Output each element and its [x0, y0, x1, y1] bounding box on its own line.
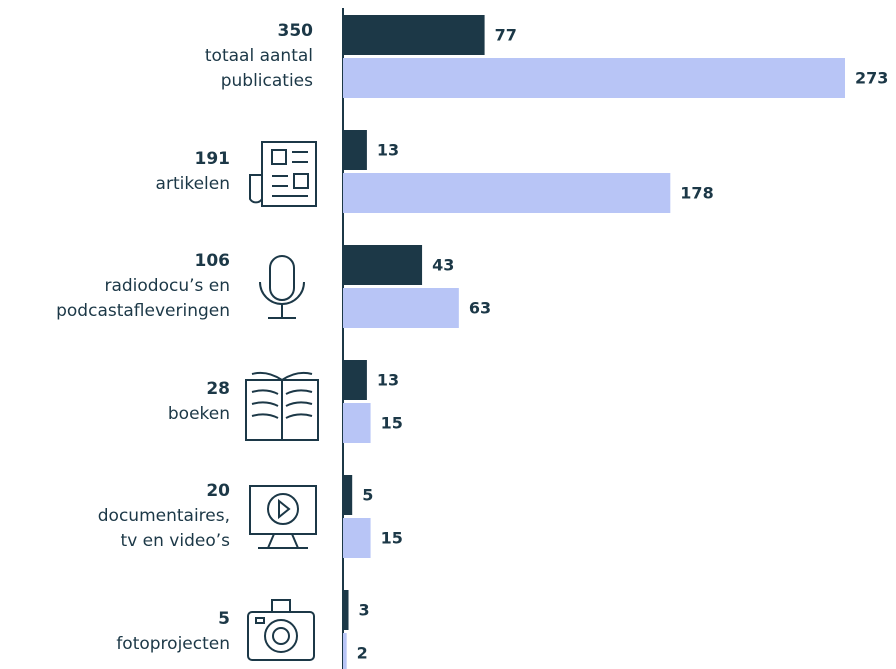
bar: [343, 245, 423, 285]
icon-camera: [247, 599, 315, 661]
icon-microphone: [259, 255, 305, 319]
category-name: totaal aantal publicaties: [204, 46, 313, 91]
category-name: documentaires, tv en video’s: [97, 506, 230, 551]
value-label: 13: [377, 141, 399, 160]
value-label: 273: [855, 69, 888, 88]
bar: [343, 475, 353, 515]
category-total: 28: [206, 378, 230, 399]
category-label: 28 boeken: [0, 360, 230, 443]
icon-book: [245, 371, 319, 441]
value-label: 77: [495, 26, 517, 45]
bar: [343, 288, 459, 328]
icon-video: [249, 485, 317, 549]
category-name: boeken: [167, 403, 230, 424]
category-total: 20: [206, 481, 230, 501]
category-total: 191: [194, 148, 231, 169]
category-label: 20 documentaires, tv en video’s: [0, 475, 230, 558]
value-label: 13: [377, 371, 399, 390]
bar: [343, 173, 671, 213]
category-label: 106 radiodocu’s en podcastafleveringen: [0, 245, 230, 328]
category-label: 191 artikelen: [0, 130, 230, 213]
bar: [343, 403, 371, 443]
icon-newspaper: [249, 141, 317, 207]
category-total: 5: [218, 608, 230, 629]
category-name: fotoprojecten: [116, 633, 230, 654]
category-total: 106: [194, 251, 231, 271]
bar: [343, 58, 845, 98]
value-label: 2: [357, 644, 368, 663]
value-label: 178: [680, 184, 713, 203]
category-label: 350 totaal aantal publicaties: [0, 15, 313, 98]
bar: [343, 15, 485, 55]
value-label: 5: [362, 486, 373, 505]
value-label: 15: [381, 529, 403, 548]
value-label: 3: [359, 601, 370, 620]
bar: [343, 633, 347, 669]
value-label: 63: [469, 299, 491, 318]
category-total: 350: [277, 21, 314, 41]
category-name: radiodocu’s en podcastafleveringen: [56, 276, 230, 321]
category-label: 5 fotoprojecten: [0, 590, 230, 669]
value-label: 15: [381, 414, 403, 433]
value-label: 43: [432, 256, 454, 275]
bar: [343, 130, 367, 170]
bar: [343, 360, 367, 400]
bar: [343, 590, 349, 630]
bar: [343, 518, 371, 558]
category-name: artikelen: [155, 173, 230, 194]
